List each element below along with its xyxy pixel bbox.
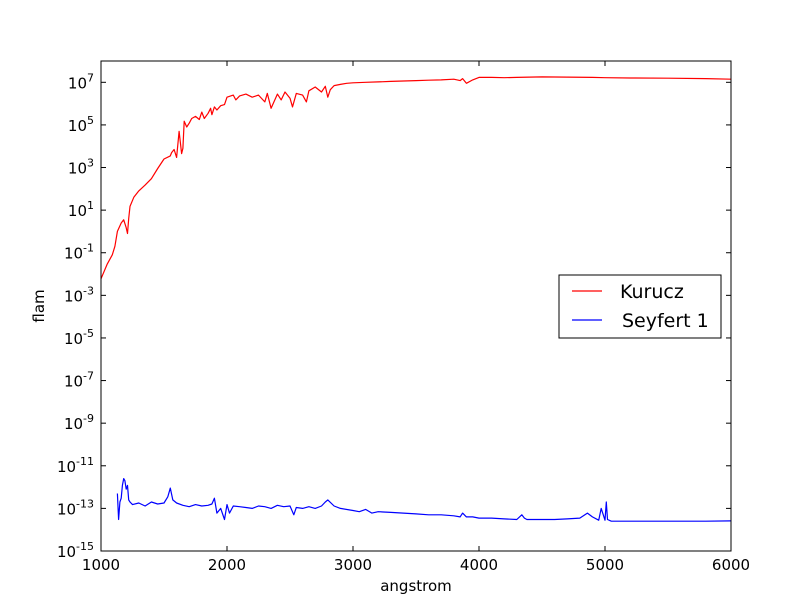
series-line-kurucz bbox=[100, 76, 732, 280]
legend-box bbox=[558, 274, 722, 339]
x-tick-label: 1000 bbox=[82, 556, 120, 574]
series-line-seyfert-1 bbox=[116, 478, 732, 522]
y-tick-label: 10-9 bbox=[64, 412, 94, 433]
x-tick-label: 3000 bbox=[334, 556, 372, 574]
x-axis-label: angstrom bbox=[380, 577, 452, 595]
y-axis-label: flam bbox=[30, 289, 48, 322]
y-tick-label: 10-15 bbox=[57, 540, 94, 561]
series-layer bbox=[100, 76, 732, 522]
tick-layer: 1000 2000 3000 4000 5000 6000 10-15 10-13 10-11 1… bbox=[57, 61, 750, 574]
legend: Kurucz Seyfert 1 bbox=[558, 274, 722, 339]
y-tick-label: 10-7 bbox=[64, 370, 94, 391]
x-tick-label: 5000 bbox=[586, 556, 624, 574]
x-tick-label: 2000 bbox=[208, 556, 246, 574]
y-tick-label: 107 bbox=[68, 71, 94, 92]
x-tick-label: 4000 bbox=[460, 556, 498, 574]
y-tick-label: 10-11 bbox=[57, 455, 94, 476]
y-tick-label: 10-5 bbox=[64, 327, 94, 348]
y-tick-label: 103 bbox=[68, 157, 94, 178]
y-tick-label: 10-1 bbox=[64, 242, 94, 263]
y-tick-label: 10-13 bbox=[57, 497, 94, 518]
plot-frame bbox=[100, 60, 732, 552]
x-tick-label: 6000 bbox=[712, 556, 750, 574]
legend-label-kurucz: Kurucz bbox=[620, 281, 684, 303]
y-tick-label: 101 bbox=[68, 199, 94, 220]
y-tick-label: 105 bbox=[68, 114, 94, 135]
y-tick-label: 10-3 bbox=[64, 284, 94, 305]
legend-label-seyfert-1: Seyfert 1 bbox=[622, 310, 709, 332]
